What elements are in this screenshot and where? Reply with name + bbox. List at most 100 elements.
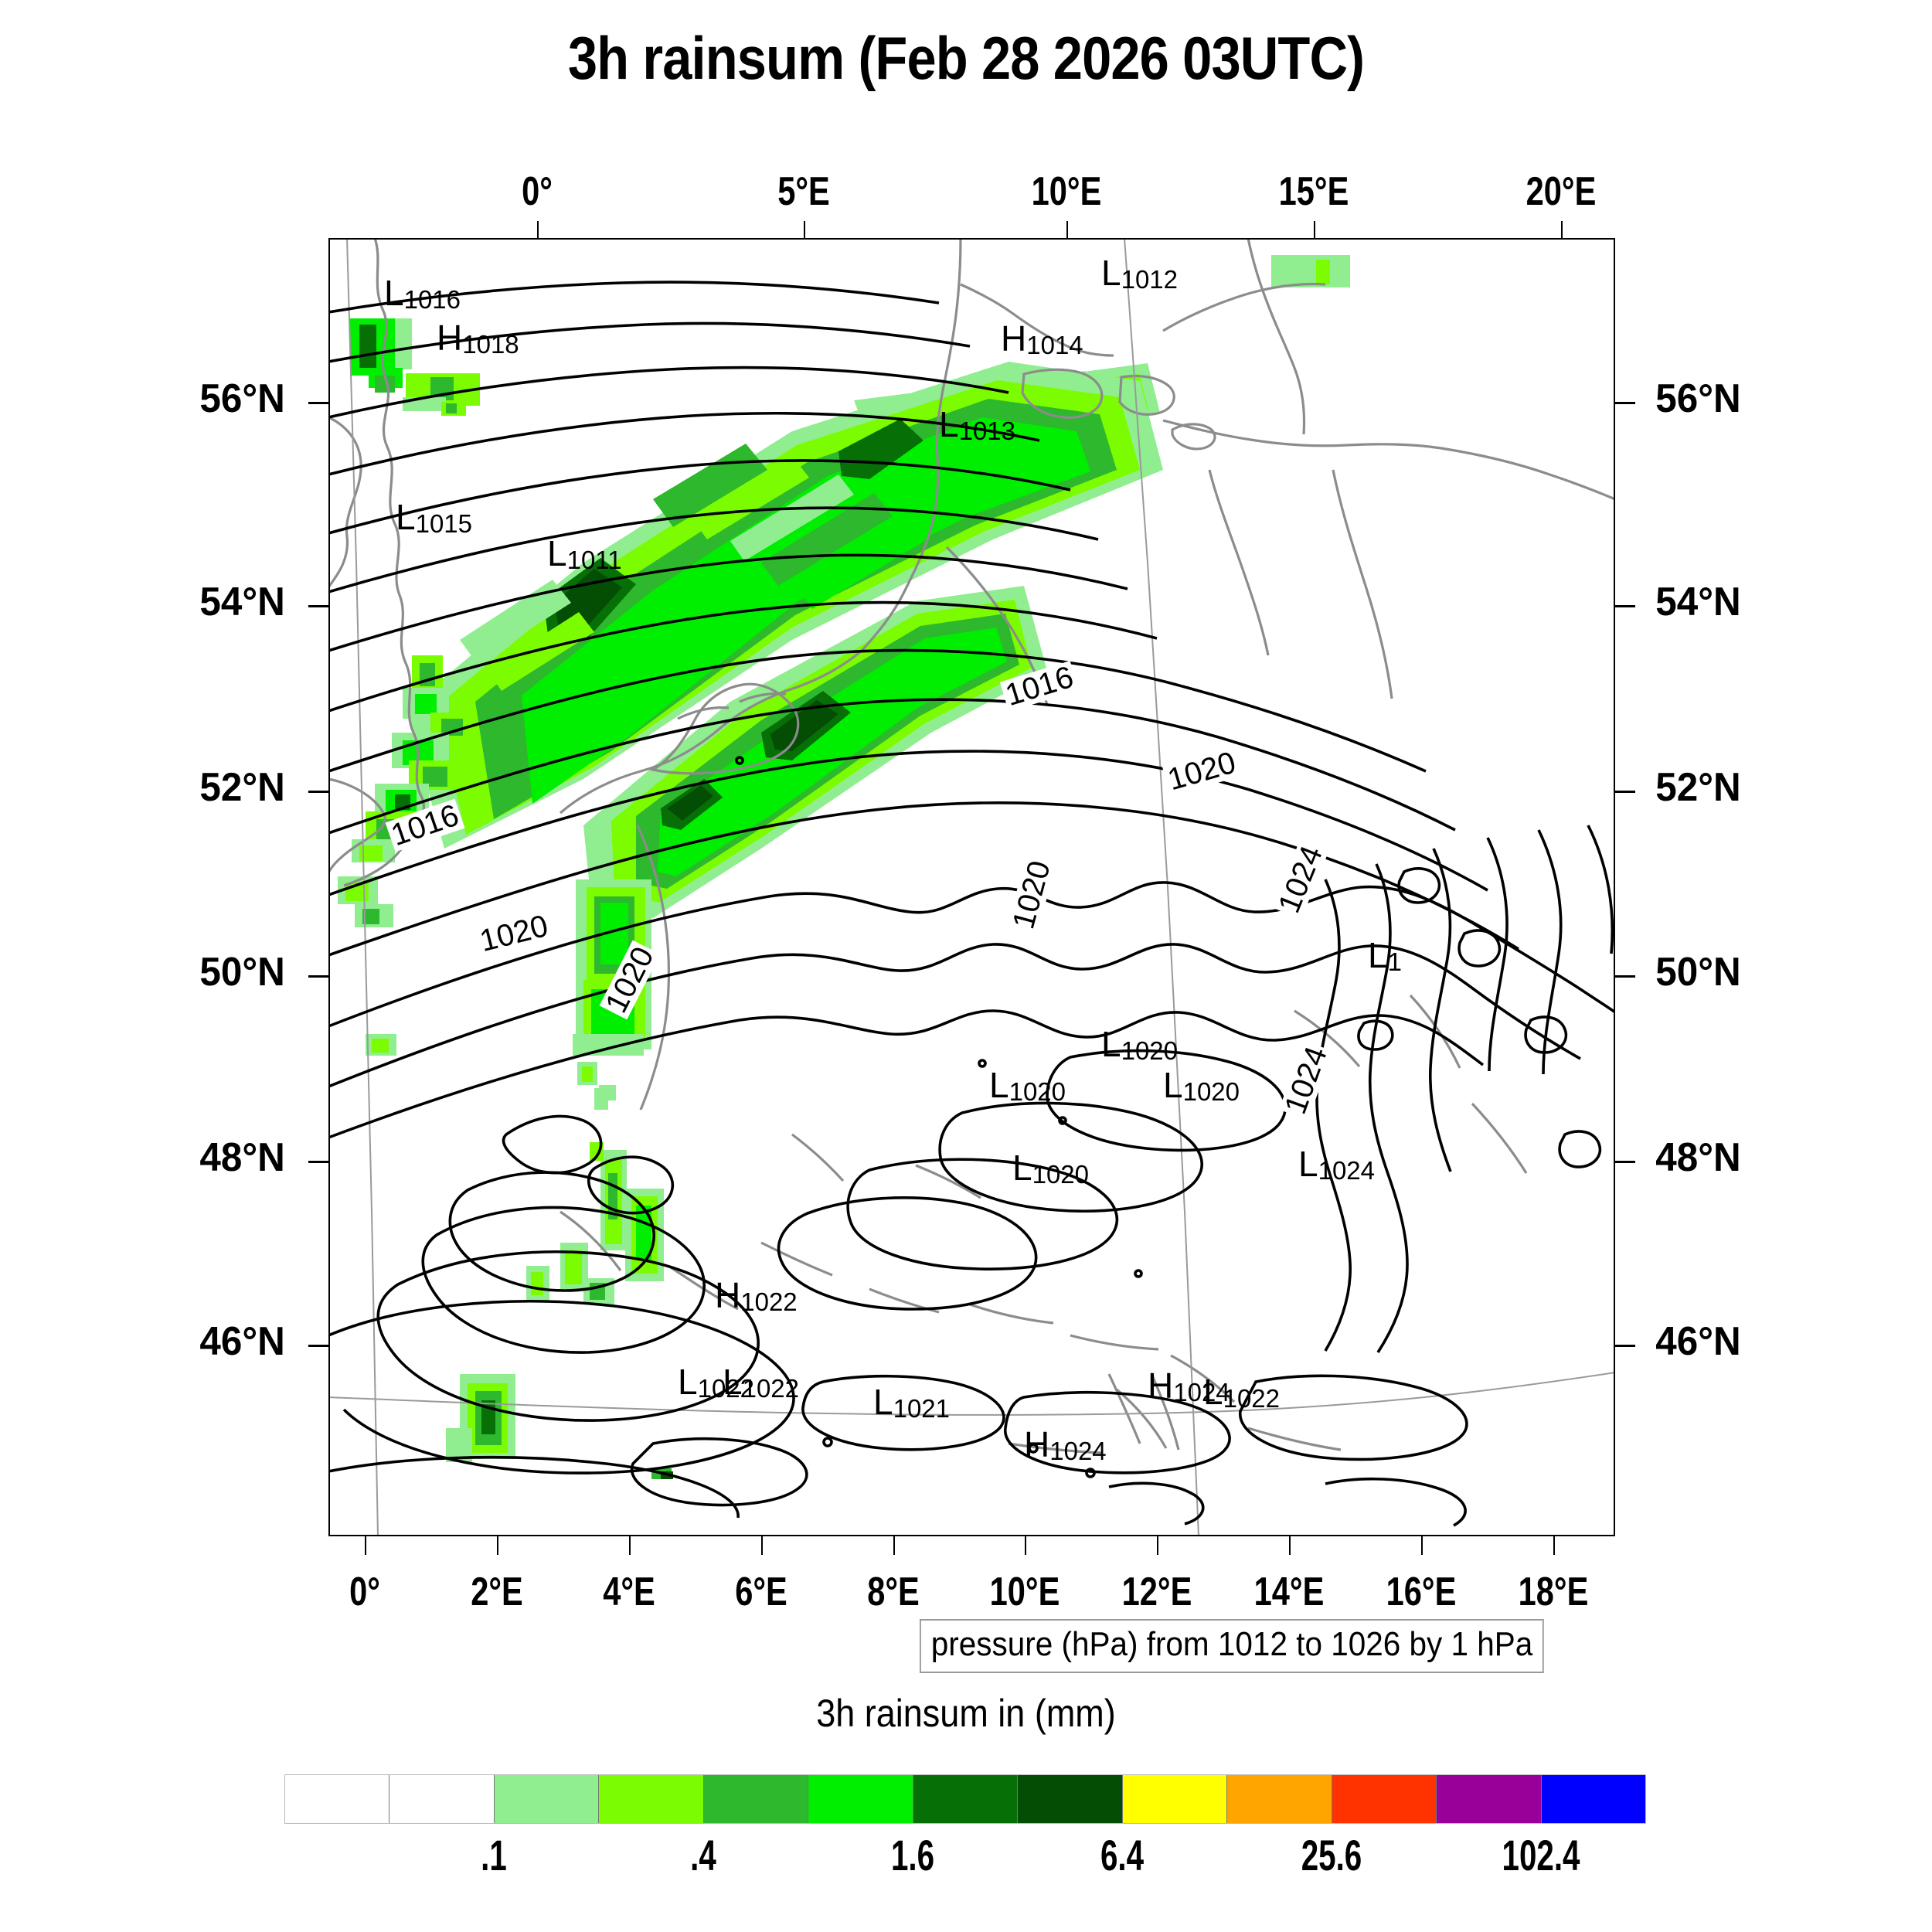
tick-bottom-2 [628, 1536, 631, 1555]
axis-label-left-3: 50°N [199, 950, 285, 995]
pressure-center-value: 1020 [1182, 1077, 1240, 1106]
pressure-center-l-1024-11: L1024 [1298, 1146, 1375, 1183]
colorbar-cell-5 [808, 1775, 913, 1823]
tick-right-0 [1615, 402, 1635, 404]
tick-right-1 [1615, 605, 1635, 607]
pressure-legend: pressure (hPa) from 1012 to 1026 by 1 hP… [920, 1619, 1545, 1673]
pressure-center-type: H [437, 318, 463, 358]
pressure-center-value: 1022 [697, 1374, 755, 1403]
pressure-center-value: 1011 [566, 546, 622, 574]
colorbar-cell-0 [285, 1775, 390, 1823]
colorbar-cell-1 [389, 1775, 495, 1823]
map-container: L1016 H1018 L1012 H1014 L1013 L1015 L1011 L1020… [328, 238, 1615, 1536]
axis-label-left-2: 52°N [199, 765, 285, 810]
tick-top-0 [537, 221, 539, 238]
colorbar-cell-9 [1227, 1775, 1332, 1823]
colorbar [284, 1774, 1646, 1824]
tick-left-5 [308, 1345, 328, 1347]
precipitation-field [338, 255, 1350, 1479]
pressure-center-value: 1020 [1121, 1036, 1179, 1065]
tick-left-0 [308, 402, 328, 404]
tick-right-4 [1615, 1161, 1635, 1163]
pressure-center-l-1011-6: L1011 [547, 536, 622, 573]
tick-bottom-8 [1421, 1536, 1423, 1555]
pressure-center-l-1-12: L1 [1368, 937, 1402, 975]
pressure-center-l-1015-5: L1015 [396, 499, 472, 536]
colorbar-label-25.6: 25.6 [1301, 1831, 1362, 1879]
axis-label-bottom-1: 2°E [471, 1570, 523, 1614]
pressure-center-type: L [1298, 1144, 1318, 1184]
pressure-center-h-1022-13: H1022 [715, 1277, 798, 1315]
pressure-center-l-1020-9: L1020 [1163, 1067, 1240, 1104]
colorbar-label-6.4: 6.4 [1100, 1831, 1145, 1879]
tick-bottom-5 [1025, 1536, 1027, 1555]
axis-label-left-4: 48°N [199, 1135, 285, 1180]
pressure-center-value: 1018 [462, 330, 519, 359]
colorbar-cell-12 [1541, 1775, 1646, 1823]
tick-top-1 [804, 221, 805, 238]
pressure-center-value: 1012 [1121, 265, 1179, 294]
pressure-center-type: H [715, 1275, 741, 1315]
tick-top-4 [1561, 221, 1563, 238]
colorbar-cell-11 [1437, 1775, 1542, 1823]
weather-map-svg [328, 238, 1615, 1536]
colorbar-tick-labels: .1 .4 1.6 6.4 25.6 102.4 [284, 1830, 1646, 1892]
tick-bottom-1 [496, 1536, 498, 1555]
colorbar-title: 3h rainsum in (mm) [816, 1692, 1116, 1735]
pressure-center-l-1021-16: L1021 [873, 1384, 950, 1421]
axis-label-right-4: 48°N [1655, 1135, 1741, 1180]
pressure-center-type: L [1203, 1372, 1223, 1412]
axis-label-bottom-0: 0° [349, 1570, 380, 1614]
pressure-center-type: L [1163, 1065, 1183, 1105]
pressure-center-type: H [1024, 1424, 1050, 1464]
colorbar-label-102.4: 102.4 [1502, 1831, 1580, 1879]
axis-label-bottom-8: 16°E [1386, 1570, 1457, 1614]
axis-label-bottom-9: 18°E [1518, 1570, 1589, 1614]
pressure-center-value: 1022 [742, 1374, 800, 1403]
axis-label-bottom-6: 12°E [1121, 1570, 1192, 1614]
axis-label-bottom-2: 4°E [603, 1570, 655, 1614]
axis-label-bottom-3: 6°E [734, 1570, 787, 1614]
tick-bottom-3 [760, 1536, 763, 1555]
pressure-center-l-1020-8: L1020 [989, 1067, 1066, 1104]
axis-label-right-5: 46°N [1655, 1319, 1741, 1364]
axis-label-left-0: 56°N [199, 376, 285, 421]
pressure-center-value: 1014 [1026, 331, 1083, 359]
isobars [328, 281, 1615, 1527]
pressure-center-type: L [1368, 935, 1388, 975]
tick-left-3 [308, 975, 328, 978]
pressure-center-value: 1021 [893, 1394, 951, 1423]
pressure-center-value: 1015 [415, 509, 473, 538]
pressure-center-l-1022-14: L1022 [678, 1364, 754, 1401]
coastlines [328, 238, 1615, 1454]
axis-label-right-2: 52°N [1655, 765, 1741, 810]
pressure-center-type: L [678, 1362, 698, 1402]
tick-bottom-0 [365, 1536, 366, 1555]
axis-label-top-3: 15°E [1278, 169, 1349, 214]
pressure-center-type: L [1101, 1024, 1121, 1064]
tick-bottom-6 [1157, 1536, 1159, 1555]
pressure-center-value: 1013 [958, 417, 1016, 445]
pressure-center-value: 1024 [1318, 1156, 1376, 1185]
pressure-center-value: 1024 [1049, 1437, 1107, 1465]
pressure-center-type: L [547, 533, 567, 573]
colorbar-label-.4: .4 [690, 1831, 716, 1879]
colorbar-cell-4 [703, 1775, 809, 1823]
axis-label-right-3: 50°N [1655, 950, 1741, 995]
pressure-center-type: L [1012, 1148, 1032, 1188]
pressure-center-type: H [1148, 1366, 1174, 1406]
pressure-center-l-1013-4: L1013 [939, 406, 1015, 444]
pressure-center-value: 1016 [403, 285, 461, 314]
pressure-center-value: 1020 [1009, 1077, 1066, 1106]
pressure-center-type: L [873, 1382, 893, 1422]
axis-label-right-1: 54°N [1655, 580, 1741, 624]
axis-label-right-0: 56°N [1655, 376, 1741, 421]
axis-label-top-1: 5°E [777, 169, 830, 214]
pressure-center-h-1018-1: H1018 [437, 320, 519, 357]
colorbar-cell-7 [1018, 1775, 1123, 1823]
pressure-center-value: 1024 [1173, 1378, 1230, 1406]
axis-label-bottom-4: 8°E [866, 1570, 920, 1614]
axis-label-left-1: 54°N [199, 580, 285, 624]
pressure-center-h-1014-3: H1014 [1001, 321, 1083, 358]
